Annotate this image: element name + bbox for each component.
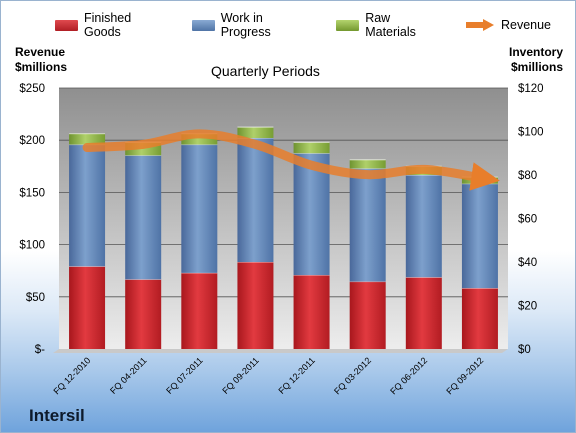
legend-label-work-in-progress: Work in Progress [220, 11, 271, 39]
right-tick-label: $80 [518, 170, 537, 182]
legend-item-revenue: Revenue [465, 18, 551, 32]
bar-raw-materials [293, 142, 330, 154]
x-tick-label: FQ 12-2011 [276, 355, 317, 396]
legend-swatch-raw-materials [336, 19, 360, 31]
bar-work-in-progress [293, 153, 330, 276]
plot-floor [53, 349, 508, 353]
x-tick-label: FQ 04-2011 [108, 355, 149, 396]
legend-arrow-icon [465, 19, 495, 31]
left-axis-title-line2: $millions [15, 60, 68, 74]
left-tick-label: $150 [19, 187, 45, 199]
left-tick-label: $100 [19, 240, 45, 252]
bar-work-in-progress [237, 138, 274, 262]
bar-raw-materials [69, 133, 106, 145]
right-tick-label: $120 [518, 83, 544, 95]
right-tick-label: $40 [518, 257, 537, 269]
revenue-arrow-icon [465, 19, 494, 31]
x-tick-label: FQ 07-2011 [164, 355, 205, 396]
x-tick-label: FQ 09-2012 [444, 355, 485, 396]
bar-work-in-progress [349, 168, 386, 282]
right-tick-label: $0 [518, 344, 531, 356]
bar-finished-goods [461, 288, 498, 349]
bar-finished-goods [181, 272, 218, 349]
left-tick-label: $250 [19, 83, 45, 95]
bar-finished-goods [349, 281, 386, 349]
company-name: Intersil [29, 406, 85, 425]
right-tick-label: $60 [518, 214, 537, 226]
left-axis-title-line1: Revenue [15, 45, 66, 59]
left-tick-label: $200 [19, 135, 45, 147]
bar-finished-goods [293, 275, 330, 349]
x-tick-label: FQ 09-2011 [220, 355, 261, 396]
bar-work-in-progress [125, 155, 162, 280]
bar-work-in-progress [405, 175, 442, 278]
bar-raw-materials [349, 159, 386, 169]
legend-label-raw-materials: Raw Materials [365, 11, 416, 39]
bar-work-in-progress [461, 183, 498, 289]
x-tick-label: FQ 06-2012 [388, 355, 429, 396]
legend-item-work-in-progress: Work in Progress [191, 11, 313, 39]
bar-finished-goods [69, 266, 106, 349]
legend-label-revenue: Revenue [500, 18, 552, 32]
right-tick-label: $100 [518, 127, 544, 139]
left-tick-label: $50 [26, 292, 45, 304]
x-tick-label: FQ 03-2012 [332, 355, 373, 396]
legend-label-finished-goods: Finished Goods [83, 11, 132, 39]
legend-item-raw-materials: Raw Materials [336, 11, 441, 39]
right-axis-title-line1: Inventory [508, 45, 563, 59]
bar-raw-materials [181, 133, 218, 145]
x-tick-label: FQ 12-2010 [51, 355, 92, 396]
bar-finished-goods [237, 262, 274, 349]
revenue-line [82, 129, 500, 191]
legend-swatch-work-in-progress [191, 19, 215, 31]
bar-work-in-progress [69, 144, 106, 267]
bar-finished-goods [125, 279, 162, 349]
left-axis-title: Revenue $millions [15, 45, 67, 75]
bar-raw-materials [237, 127, 274, 139]
chart-title: Quarterly Periods [211, 63, 320, 79]
legend-swatch-finished-goods [55, 19, 78, 31]
legend: Finished Goods Work in Progress Raw Mate… [55, 11, 575, 39]
right-tick-label: $20 [518, 301, 537, 313]
right-axis-title-line2: $millions [510, 60, 563, 74]
right-axis-title: Inventory $millions [509, 45, 563, 75]
bar-work-in-progress [181, 144, 218, 273]
legend-item-finished-goods: Finished Goods [55, 11, 168, 39]
bar-finished-goods [405, 277, 442, 349]
left-tick-label: $- [35, 344, 45, 356]
